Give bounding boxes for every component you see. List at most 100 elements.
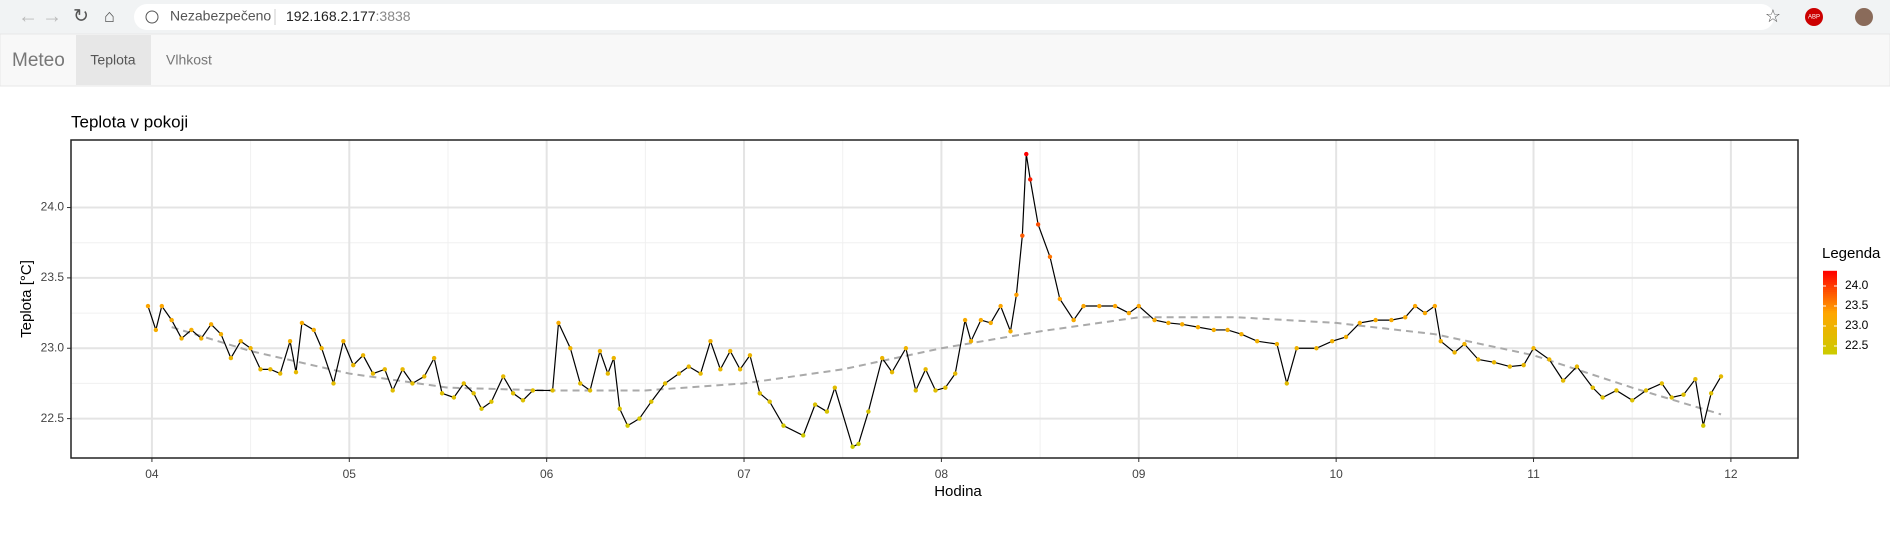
- adblock-icon[interactable]: [1805, 8, 1823, 26]
- data-point: [1438, 339, 1443, 344]
- data-point: [1136, 303, 1141, 309]
- x-tick-label: 05: [343, 467, 357, 481]
- data-line: [147, 153, 1722, 448]
- url: 192.168.2.177:3838: [286, 8, 411, 24]
- url-port: :3838: [376, 8, 411, 24]
- address-bar[interactable]: [134, 4, 1774, 30]
- back-button[interactable]: ←: [18, 5, 38, 27]
- data-point: [268, 367, 273, 372]
- data-point: [889, 369, 895, 375]
- data-point: [311, 327, 316, 333]
- data-point: [856, 441, 861, 447]
- data-point: [1373, 317, 1378, 323]
- data-point: [737, 367, 743, 372]
- colorbar-slice: [1823, 343, 1837, 347]
- data-point: [1701, 423, 1706, 428]
- x-tick-label: 12: [1724, 467, 1738, 481]
- colorbar-slice: [1823, 326, 1837, 330]
- data-point: [1614, 388, 1619, 393]
- data-point: [1590, 385, 1595, 390]
- data-point: [943, 385, 948, 390]
- colorbar-slice: [1823, 285, 1837, 288]
- data-point: [1047, 254, 1053, 259]
- colorbar-slice: [1823, 337, 1837, 340]
- data-point: [850, 444, 855, 449]
- data-point: [1274, 341, 1280, 347]
- data-point: [199, 336, 204, 341]
- data-point: [968, 339, 974, 344]
- tab[interactable]: Teplota: [90, 52, 135, 68]
- data-point: [662, 381, 668, 386]
- plot: 04 05 06 07 08 09 10 11 12 22.5 23.0 23.5 24.0: [41, 139, 1799, 481]
- data-point: [1057, 296, 1063, 302]
- home-button[interactable]: ⌂: [104, 6, 115, 26]
- data-point: [169, 317, 174, 323]
- data-point: [1255, 339, 1260, 344]
- data-point: [351, 362, 356, 368]
- colorbar-slice: [1823, 339, 1837, 343]
- data-point: [1574, 364, 1580, 369]
- data-point: [1166, 320, 1171, 326]
- data-point: [556, 320, 561, 326]
- data-point: [1008, 329, 1013, 334]
- data-point: [400, 367, 405, 372]
- data-point: [1028, 177, 1033, 182]
- data-point: [159, 303, 164, 309]
- data-point: [923, 367, 928, 372]
- data-point: [1547, 357, 1552, 362]
- data-point: [866, 409, 871, 414]
- data-point: [676, 371, 682, 376]
- data-point: [718, 367, 723, 372]
- data-point: [801, 433, 806, 438]
- data-point: [879, 355, 885, 361]
- y-tick-label: 22.5: [41, 411, 65, 425]
- data-point: [228, 355, 234, 361]
- data-point: [637, 416, 642, 421]
- data-point: [625, 423, 630, 428]
- data-point: [1211, 327, 1216, 333]
- data-point: [189, 327, 194, 333]
- data-point: [617, 406, 622, 411]
- data-point: [988, 320, 993, 326]
- data-point: [287, 339, 293, 344]
- data-point: [218, 331, 224, 337]
- data-point: [747, 353, 753, 358]
- data-point: [587, 388, 593, 393]
- tab[interactable]: Vlhkost: [166, 52, 212, 68]
- data-point: [1294, 346, 1299, 351]
- reload-button[interactable]: ↻: [73, 6, 89, 27]
- bookmark-star[interactable]: ☆: [1765, 6, 1781, 26]
- data-point: [451, 395, 457, 400]
- data-point: [1491, 360, 1497, 365]
- data-point: [1643, 388, 1649, 393]
- data-point: [145, 303, 151, 309]
- data-point: [1225, 327, 1230, 333]
- data-point: [1035, 222, 1041, 227]
- data-point: [1630, 398, 1635, 403]
- data-point: [1507, 364, 1513, 369]
- brand[interactable]: Meteo: [12, 50, 65, 71]
- profile-avatar[interactable]: [1855, 8, 1873, 26]
- colorbar-slice: [1823, 331, 1837, 334]
- y-tick-label: 24.0: [41, 200, 65, 214]
- data-point: [686, 364, 691, 369]
- data-point: [1195, 324, 1201, 330]
- security-label: Nezabezpečeno: [170, 8, 271, 24]
- info-icon[interactable]: [145, 10, 159, 24]
- data-point: [568, 346, 573, 351]
- data-point: [179, 336, 184, 341]
- data-point: [708, 339, 713, 344]
- forward-button[interactable]: →: [42, 5, 62, 27]
- data-point: [550, 388, 555, 393]
- data-point: [1239, 331, 1244, 337]
- data-point: [1357, 320, 1363, 326]
- colorbar-slice: [1823, 349, 1837, 353]
- data-point: [431, 355, 437, 361]
- x-tick-label: 09: [1132, 467, 1146, 481]
- data-point: [1403, 315, 1408, 320]
- data-point: [1343, 334, 1349, 340]
- data-point: [978, 317, 984, 323]
- data-point: [1024, 151, 1029, 157]
- data-point: [1180, 322, 1185, 327]
